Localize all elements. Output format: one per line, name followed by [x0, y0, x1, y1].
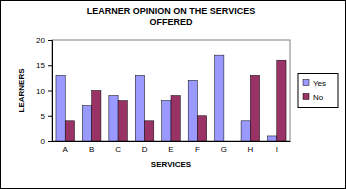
x-tick-label: C — [115, 145, 121, 154]
bar — [118, 101, 127, 141]
plot-area — [52, 40, 290, 141]
bar — [277, 60, 286, 141]
legend-label: Yes — [313, 79, 326, 88]
bar — [268, 136, 277, 141]
x-tick-label: A — [63, 145, 69, 154]
x-tick: D — [142, 141, 148, 154]
bar — [171, 96, 180, 141]
x-tick-label: H — [247, 145, 253, 154]
y-tick: 5 — [41, 112, 52, 121]
x-tick-label: F — [195, 145, 200, 154]
bar — [82, 106, 91, 141]
bar — [197, 116, 206, 141]
y-tick-mark — [48, 116, 52, 117]
x-tick: C — [115, 141, 121, 154]
bar — [188, 80, 197, 141]
y-tick: 0 — [41, 137, 52, 146]
y-tick: 20 — [36, 36, 52, 45]
bar — [162, 101, 171, 141]
bar — [56, 75, 65, 141]
y-tick-label: 0 — [41, 137, 46, 146]
x-axis-title: SERVICES — [151, 160, 192, 169]
x-tick-label: E — [168, 145, 173, 154]
legend-swatch — [303, 80, 309, 86]
x-tick-label: D — [142, 145, 148, 154]
bars — [56, 55, 286, 141]
x-tick-label: I — [276, 145, 278, 154]
x-tick: G — [221, 141, 227, 154]
x-tick: B — [89, 141, 94, 154]
legend-label: No — [313, 93, 324, 102]
chart-border — [1, 1, 346, 189]
bar — [109, 96, 118, 141]
y-tick-mark — [48, 65, 52, 66]
legend-box — [298, 74, 338, 108]
y-tick: 15 — [36, 61, 52, 70]
y-tick-label: 15 — [36, 61, 45, 70]
x-axis: A B C D E F G H I — [53, 141, 291, 154]
bar — [145, 121, 154, 141]
bar — [215, 55, 224, 141]
bar — [250, 75, 259, 141]
y-tick-label: 20 — [36, 36, 45, 45]
y-tick-mark — [48, 40, 52, 41]
x-tick: H — [247, 141, 253, 154]
y-tick-label: 10 — [36, 87, 45, 96]
x-tick: A — [63, 141, 69, 154]
bar — [135, 75, 144, 141]
x-tick-label: B — [89, 145, 94, 154]
bar — [92, 91, 101, 142]
bar — [65, 121, 74, 141]
plot: 0 5 10 15 20 A B C D E F G H I — [36, 36, 290, 154]
y-axis-title: LEARNERS — [17, 68, 26, 113]
legend: Yes No — [298, 74, 338, 108]
bar — [224, 141, 233, 142]
y-tick-label: 5 — [41, 112, 46, 121]
x-tick: E — [168, 141, 173, 154]
x-axis-line — [53, 141, 291, 142]
y-axis-line — [48, 41, 53, 142]
y-axis: 0 5 10 15 20 — [36, 36, 52, 146]
title: LEARNER OPINION ON THE SERVICESOFFERED — [87, 6, 255, 27]
y-tick-mark — [48, 141, 52, 142]
y-tick: 10 — [36, 87, 52, 96]
x-tick: I — [276, 141, 278, 154]
x-tick-label: G — [221, 145, 227, 154]
chart: LEARNER OPINION ON THE SERVICESOFFERED 0 5… — [0, 0, 346, 189]
legend-swatch — [303, 94, 309, 100]
y-tick-mark — [48, 91, 52, 92]
x-tick: F — [195, 141, 200, 154]
bar — [241, 121, 250, 141]
